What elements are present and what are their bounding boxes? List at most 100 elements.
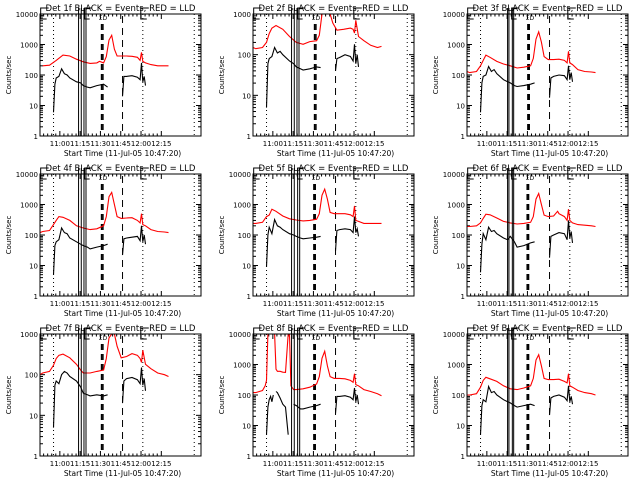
lld-series-line [253,187,382,224]
chart-panel-3: Det 3f BLACK = Events, RED = LLD Counts/s… [432,4,629,158]
events-series-line [265,44,360,108]
y-tick-label: 1 [34,453,38,461]
x-tick-label: 11:00 [50,460,70,468]
x-tick-label: 11:15 [283,140,303,148]
chart-panel-9: Det 9f BLACK = Events, RED = LLD Counts/s… [432,324,629,478]
y-tick-label: 10 [242,263,251,271]
x-tick-label: 11:30 [303,460,323,468]
x-tick-label: 11:30 [517,140,537,148]
x-tick-label: 11:15 [70,300,90,308]
plot-area [42,14,195,136]
x-tick-label: 11:15 [497,460,517,468]
x-tick-label: 11:00 [50,140,70,148]
x-tick-label: 11:00 [50,300,70,308]
lld-series-line [467,353,596,396]
plot-area [40,174,195,296]
marker-glyph: ΣD [99,335,108,342]
x-tick-label: 12:00 [131,140,151,148]
y-tick-label: 1 [247,293,251,301]
x-tick-label: 11:00 [263,300,283,308]
chart-title: Det 9f BLACK = Events, RED = LLD [473,324,623,334]
x-tick-label: 12:15 [364,300,384,308]
x-tick-label: 11:45 [538,460,558,468]
plot-frame [466,173,629,297]
y-tick-label: 100 [25,72,38,80]
y-tick-label: 10000 [16,11,38,19]
x-tick-label: 12:00 [558,460,578,468]
chart-title: Det 6f BLACK = Events, RED = LLD [473,164,623,174]
x-tick-label: 12:15 [578,140,598,148]
y-tick-label: 10 [242,423,251,431]
x-tick-label: 11:15 [70,140,90,148]
x-tick-label: 11:45 [538,140,558,148]
x-tick-label: 12:15 [151,300,171,308]
marker-glyph: ΣD [526,175,535,182]
plot-area [253,174,408,296]
x-tick-label: 11:15 [70,460,90,468]
x-tick-label: 11:45 [324,140,344,148]
x-tick-label: 12:15 [578,460,598,468]
x-tick-label: 12:15 [578,300,598,308]
y-tick-label: 1000 [233,11,251,19]
x-tick-label: 12:00 [131,300,151,308]
plot-frame [252,13,415,137]
plot-frame [39,333,202,457]
events-series-line [479,384,574,435]
y-axis-label: Counts/sec [5,56,13,95]
x-tick-label: 12:15 [151,460,171,468]
chart-title: Det 8f BLACK = Events, RED = LLD [259,324,409,334]
chart-title: Det 2f BLACK = Events, RED = LLD [259,4,409,14]
chart-panel-6: Det 6f BLACK = Events, RED = LLD Counts/s… [432,164,629,318]
marker-glyph: ΣD [99,15,108,22]
events-series-line [52,62,147,113]
y-tick-label: 10 [456,103,465,111]
events-series-line [52,367,147,428]
x-tick-label: 11:00 [477,140,497,148]
x-tick-label: 11:15 [497,140,517,148]
marker-glyph: ΣD [312,15,321,22]
x-tick-label: 11:30 [90,140,110,148]
x-axis-label: Start Time (11-Jul-05 10:47:20) [491,149,608,158]
y-tick-label: 100 [452,232,465,240]
y-tick-label: 10 [456,423,465,431]
y-tick-label: 10000 [443,11,465,19]
chart-panel-7: Det 7f BLACK = Events, RED = LLD Counts/s… [5,324,202,478]
y-axis-label: Counts/sec [218,216,226,255]
plot-area [467,334,622,456]
y-tick-label: 1 [461,453,465,461]
y-tick-label: 10000 [443,171,465,179]
plot-frame [39,13,202,137]
y-tick-label: 1 [461,133,465,141]
y-tick-label: 100 [238,232,251,240]
events-series-line [265,387,360,435]
y-axis-label: Counts/sec [218,56,226,95]
marker-glyph: ΣD [312,335,321,342]
x-tick-label: 12:00 [131,460,151,468]
x-axis-label: Start Time (11-Jul-05 10:47:20) [277,469,394,478]
chart-title: Det 3f BLACK = Events, RED = LLD [473,4,623,14]
x-tick-label: 11:30 [303,140,323,148]
x-tick-label: 12:15 [151,140,171,148]
x-tick-label: 11:30 [517,300,537,308]
x-tick-label: 12:00 [344,300,364,308]
x-tick-label: 11:15 [283,460,303,468]
x-tick-label: 11:00 [477,300,497,308]
plot-area [253,334,408,456]
x-axis-label: Start Time (11-Jul-05 10:47:20) [277,149,394,158]
x-axis-label: Start Time (11-Jul-05 10:47:20) [64,149,181,158]
events-series-line [52,225,147,275]
chart-title: Det 5f BLACK = Events, RED = LLD [259,164,409,174]
y-tick-label: 1000 [20,42,38,50]
y-tick-label: 1000 [233,202,251,210]
chart-title: Det 7f BLACK = Events, RED = LLD [46,324,196,334]
y-tick-label: 100 [452,72,465,80]
marker-glyph: ΣD [526,15,535,22]
x-tick-label: 11:45 [111,460,131,468]
x-tick-label: 11:15 [497,300,517,308]
x-tick-label: 11:45 [324,460,344,468]
y-axis-label: Counts/sec [432,216,440,255]
y-tick-label: 1 [461,293,465,301]
y-axis-label: Counts/sec [5,216,13,255]
